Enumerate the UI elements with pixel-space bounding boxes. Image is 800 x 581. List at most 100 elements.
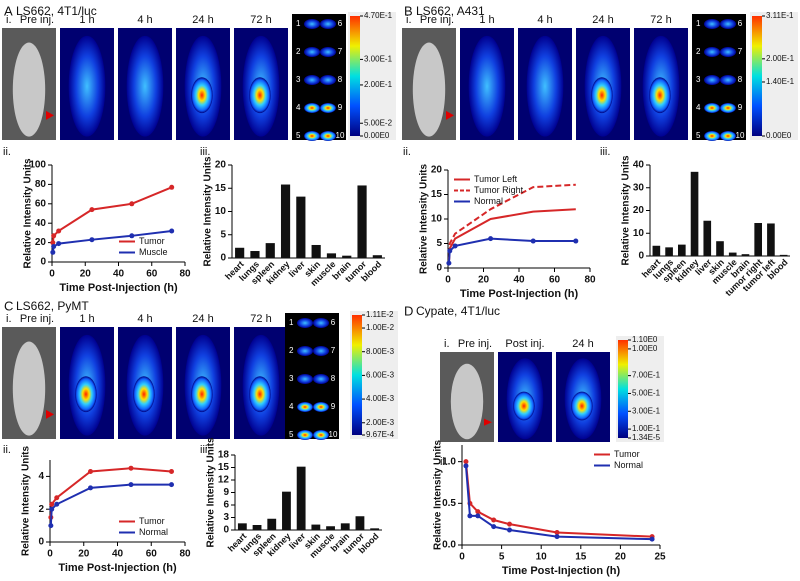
organ-number: 5 <box>296 131 301 140</box>
data-point <box>51 233 57 239</box>
data-point <box>48 523 54 529</box>
bar <box>265 243 275 258</box>
organ <box>320 131 336 141</box>
y-tick-label: 3 <box>223 512 229 523</box>
x-tick-label: 0 <box>445 275 451 286</box>
x-tick-label: 80 <box>179 269 191 280</box>
organ-number: 8 <box>338 75 343 84</box>
y-axis-label: Relative Intensity Units <box>419 164 430 274</box>
organ-number: 1 <box>296 19 301 28</box>
bar <box>326 253 337 258</box>
section-label: ii. <box>3 146 11 158</box>
y-tick-label: 10 <box>633 228 645 239</box>
image-label: 1 h <box>79 14 94 26</box>
organ <box>720 131 736 141</box>
series-line <box>49 467 172 518</box>
organ-number: 1 <box>696 19 701 28</box>
organ-panel <box>292 14 346 140</box>
data-point <box>50 249 56 255</box>
organ <box>313 430 329 440</box>
mouse-signal <box>468 35 506 137</box>
y-tick-label: 0.5 <box>442 498 456 509</box>
bar <box>296 196 306 258</box>
image-label: 24 h <box>592 14 613 26</box>
organ-number: 3 <box>296 75 301 84</box>
colorbar-label: 4.70E-1 <box>364 11 393 20</box>
data-point <box>507 521 513 527</box>
colorbar-label: 0.00E0 <box>766 131 792 140</box>
colorbar-label: 2.00E-1 <box>364 80 393 89</box>
data-point <box>169 184 175 190</box>
y-tick-label: 100 <box>29 160 46 171</box>
section-label: i. <box>444 338 450 350</box>
data-point <box>554 534 560 540</box>
data-point <box>491 517 497 523</box>
x-tick-label: 40 <box>113 269 125 280</box>
organ-number: 10 <box>329 430 338 439</box>
bar <box>370 528 380 530</box>
x-tick-label: 60 <box>549 275 561 286</box>
organ <box>704 75 720 85</box>
y-tick-label: 6 <box>223 500 229 511</box>
colorbar-label: 5.00E-1 <box>632 389 661 398</box>
hot-spot <box>249 77 271 114</box>
image-label: 1 h <box>479 14 494 26</box>
data-point <box>530 238 536 244</box>
arrow <box>46 409 54 419</box>
data-point <box>573 238 579 244</box>
series-line <box>49 483 172 526</box>
organ <box>720 103 736 113</box>
y-tick-label: 0.0 <box>442 540 456 551</box>
organ-number: 8 <box>331 374 336 383</box>
organ-number: 2 <box>289 346 294 355</box>
colorbar-label: 2.00E-1 <box>766 54 795 63</box>
mouse-body <box>12 341 46 436</box>
y-tick-label: 2 <box>38 504 44 515</box>
legend-label: Normal <box>139 527 168 537</box>
bar <box>372 255 382 258</box>
colorbar-label: 1.34E-5 <box>632 433 661 442</box>
mouse-body <box>412 42 446 137</box>
organ <box>304 75 320 85</box>
data-point <box>507 527 513 533</box>
bar <box>326 526 335 530</box>
image-label: 4 h <box>137 313 152 325</box>
data-point <box>463 459 469 465</box>
x-tick-label: 80 <box>584 275 596 286</box>
organ <box>320 19 336 29</box>
organ-number: 4 <box>296 103 301 112</box>
bar <box>282 491 291 530</box>
data-point <box>88 485 93 491</box>
x-axis-label: Time Post-Injection (h) <box>502 565 621 577</box>
bar <box>250 251 260 258</box>
image-label: 4 h <box>537 14 552 26</box>
organ <box>320 75 336 85</box>
data-point <box>491 524 497 530</box>
bar <box>703 220 712 256</box>
y-tick-label: 40 <box>35 218 47 229</box>
bar <box>728 252 737 256</box>
organ-number: 9 <box>331 402 336 411</box>
y-tick-label: 0 <box>436 263 442 274</box>
colorbar-label: 1.00E-2 <box>366 323 395 332</box>
colorbar-label: 5.00E-2 <box>364 118 393 127</box>
arrow <box>484 418 492 426</box>
organ <box>704 103 720 113</box>
bar <box>267 518 277 530</box>
bar <box>342 255 352 258</box>
data-point <box>649 536 655 542</box>
legend-label: Normal <box>614 460 643 470</box>
data-point <box>49 501 55 507</box>
data-point <box>128 482 134 488</box>
bar <box>716 241 724 256</box>
y-tick-label: 0 <box>220 253 226 264</box>
x-tick-label: 0 <box>47 549 53 560</box>
mouse-signal <box>526 35 564 137</box>
arrow <box>46 110 54 120</box>
bar <box>754 223 762 256</box>
colorbar-label: 3.00E-1 <box>364 55 393 64</box>
image-label: 72 h <box>650 14 671 26</box>
series-line <box>447 208 576 264</box>
x-tick-label: 0 <box>49 269 55 280</box>
organ-panel <box>692 14 746 140</box>
